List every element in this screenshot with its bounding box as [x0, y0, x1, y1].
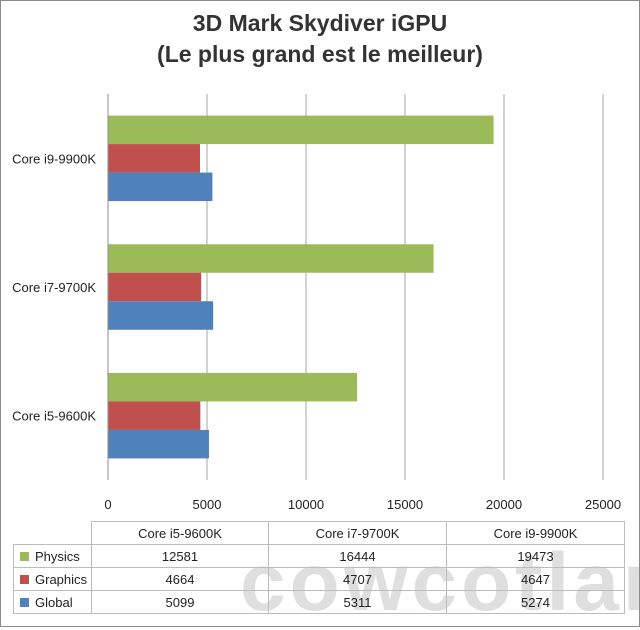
category-label-0: Core i5-9600K — [12, 409, 96, 424]
legend-entry-global: Global — [13, 590, 92, 614]
chart-title-block: 3D Mark Skydiver iGPU (Le plus grand est… — [0, 8, 640, 70]
table-header-row: Core i5-9600K Core i7-9700K Core i9-9900K — [13, 521, 625, 545]
category-label-2: Core i9-9900K — [12, 151, 96, 166]
chart-title: 3D Mark Skydiver iGPU — [192, 10, 448, 36]
legend-label: Global — [35, 594, 73, 610]
legend-swatch-graphics — [20, 574, 29, 584]
data-label-physics-1: 16444 — [268, 544, 447, 568]
bar-global-2 — [108, 172, 213, 202]
legend-swatch-global — [20, 597, 29, 607]
x-tick-label-10000: 10000 — [288, 497, 324, 512]
x-tick-label-5000: 5000 — [193, 497, 222, 512]
x-tick-label-15000: 15000 — [387, 497, 423, 512]
bar-global-0 — [108, 429, 209, 459]
data-label-graphics-0: 4664 — [91, 567, 269, 591]
legend-label: Graphics — [35, 571, 88, 587]
bar-physics-0 — [108, 372, 358, 402]
table-corner — [13, 521, 92, 545]
legend-entry-graphics: Graphics — [13, 567, 92, 591]
data-label-physics-2: 19473 — [446, 544, 625, 568]
category-label-1: Core i7-9700K — [12, 280, 96, 295]
data-label-physics-0: 12581 — [91, 544, 269, 568]
data-label-global-2: 5274 — [446, 590, 625, 614]
legend-label: Physics — [35, 548, 80, 564]
legend-swatch-physics — [20, 551, 29, 561]
x-tick-label-25000: 25000 — [585, 497, 621, 512]
bar-global-1 — [108, 301, 214, 330]
table-column-header-1: Core i7-9700K — [268, 521, 447, 545]
data-label-global-0: 5099 — [91, 590, 269, 614]
chart-subtitle: (Le plus grand est le meilleur) — [157, 41, 483, 67]
bar-graphics-1 — [108, 272, 202, 302]
bar-graphics-0 — [108, 401, 201, 430]
table-row: Graphics 4664 4707 4647 — [13, 567, 625, 591]
legend-entry-physics: Physics — [13, 544, 92, 568]
x-tick-label-0: 0 — [104, 497, 111, 512]
bar-physics-2 — [108, 115, 494, 145]
data-label-graphics-1: 4707 — [268, 567, 447, 591]
table-row: Physics 12581 16444 19473 — [13, 544, 625, 568]
data-label-global-1: 5311 — [268, 590, 447, 614]
table-row: Global 5099 5311 5274 — [13, 590, 625, 614]
bar-graphics-2 — [108, 144, 201, 173]
table-column-header-2: Core i9-9900K — [446, 521, 625, 545]
table-column-header-0: Core i5-9600K — [91, 521, 269, 545]
x-tick-label-20000: 20000 — [486, 497, 522, 512]
data-table: Core i5-9600K Core i7-9700K Core i9-9900K … — [13, 521, 625, 614]
bar-physics-1 — [108, 244, 434, 273]
data-label-graphics-2: 4647 — [446, 567, 625, 591]
